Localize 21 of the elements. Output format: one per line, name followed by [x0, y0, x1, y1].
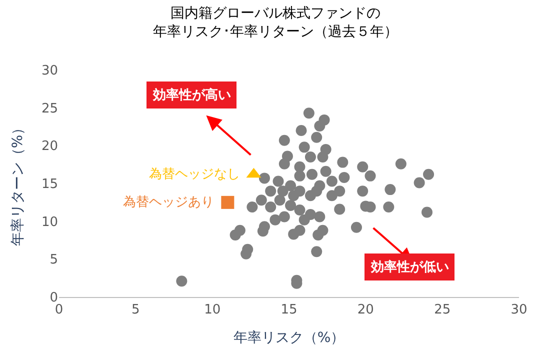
x-tick-label: 15: [280, 302, 298, 318]
y-tick-label: 20: [41, 139, 58, 154]
chart-subtitle: 年率リスク･年率リターン（過去５年）: [153, 24, 398, 40]
chart-title: 国内籍グローバル株式ファンドの: [170, 6, 380, 22]
y-axis-title: 年率リターン（%）: [10, 120, 26, 246]
y-tick-label: 5: [50, 252, 58, 268]
x-axis-title: 年率リスク（%）: [233, 330, 345, 346]
annotation: 効率性が高い: [152, 87, 231, 103]
x-tick-label: 30: [510, 302, 528, 318]
y-tick-label: 10: [41, 214, 58, 230]
y-tick-label: 0: [50, 290, 58, 306]
x-tick-label: 5: [132, 302, 140, 318]
series-label: 為替ヘッジなし: [149, 167, 240, 182]
x-tick-label: 10: [204, 302, 221, 318]
x-tick-label: 25: [434, 302, 451, 318]
y-tick-label: 25: [41, 101, 58, 116]
series-label: 為替ヘッジあり: [123, 195, 214, 210]
annotation: 効率性が低い: [370, 259, 449, 275]
x-tick-label: 20: [357, 302, 374, 318]
y-tick-label: 15: [41, 177, 58, 192]
y-tick-label: 30: [41, 64, 58, 79]
